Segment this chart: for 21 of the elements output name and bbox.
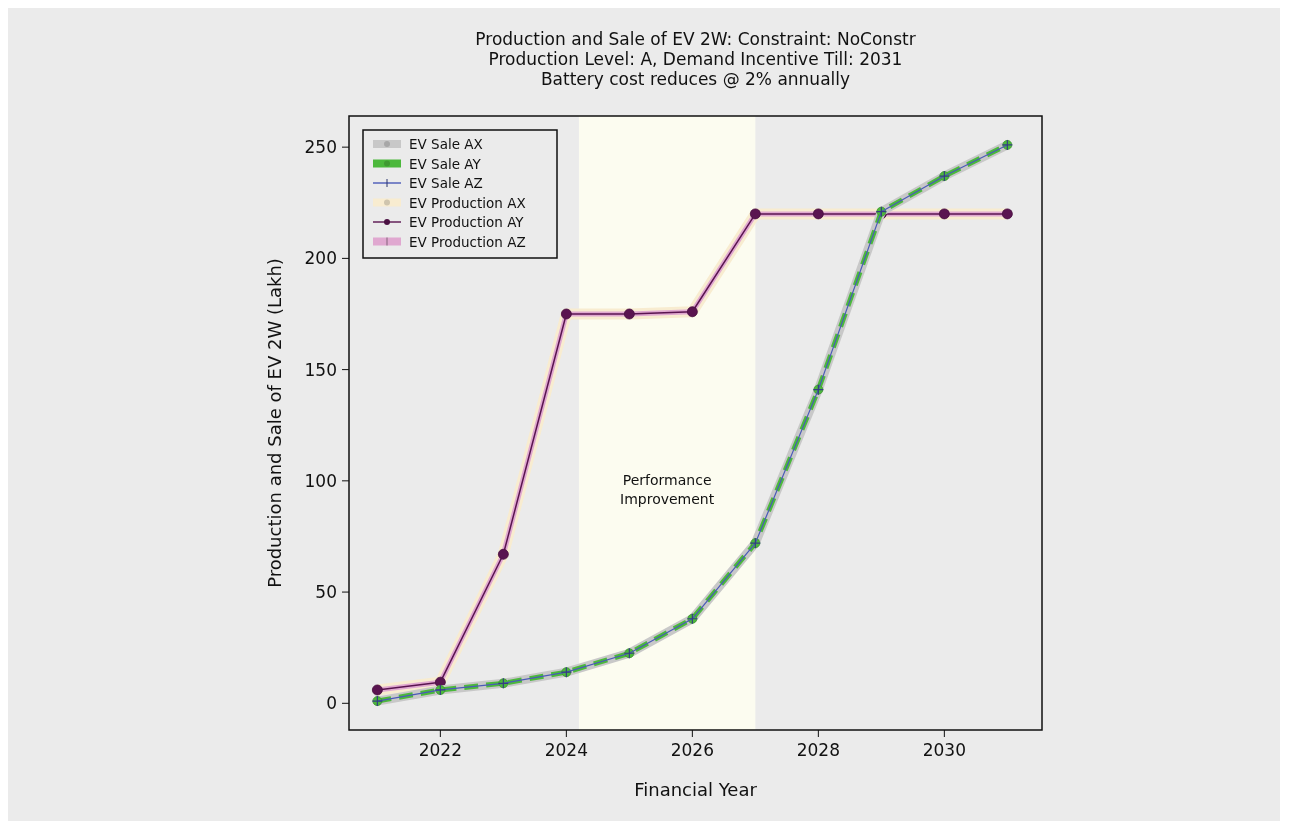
- y-axis-title: Production and Sale of EV 2W (Lakh): [264, 258, 285, 588]
- x-tick-label: 2028: [796, 740, 840, 760]
- x-tick-label: 2030: [922, 740, 966, 760]
- x-tick-label: 2024: [544, 740, 588, 760]
- x-axis-title: Financial Year: [634, 779, 758, 800]
- x-tick-label: 2026: [670, 740, 714, 760]
- y-tick-label: 100: [304, 470, 337, 491]
- y-tick-label: 0: [326, 693, 337, 714]
- legend-label: EV Sale AY: [409, 155, 482, 172]
- legend-label: EV Production AY: [409, 214, 525, 230]
- chart-title: Production and Sale of EV 2W: Constraint: NoConstr Production Level: A, Demand Incentive Till: 2031 Battery cost reduces @ 2% annually: [475, 29, 916, 89]
- x-tick-label: 2022: [418, 740, 462, 760]
- band-label: Performance Improvement: [620, 471, 715, 507]
- legend-label: EV Production AZ: [409, 233, 526, 250]
- y-tick-label: 250: [304, 137, 337, 158]
- legend-label: EV Production AX: [409, 194, 526, 211]
- y-tick-label: 150: [304, 359, 337, 380]
- legend-label: EV Sale AZ: [409, 175, 483, 191]
- y-tick-label: 50: [315, 582, 337, 603]
- legend-label: EV Sale AX: [409, 136, 483, 152]
- y-tick-label: 200: [304, 248, 337, 269]
